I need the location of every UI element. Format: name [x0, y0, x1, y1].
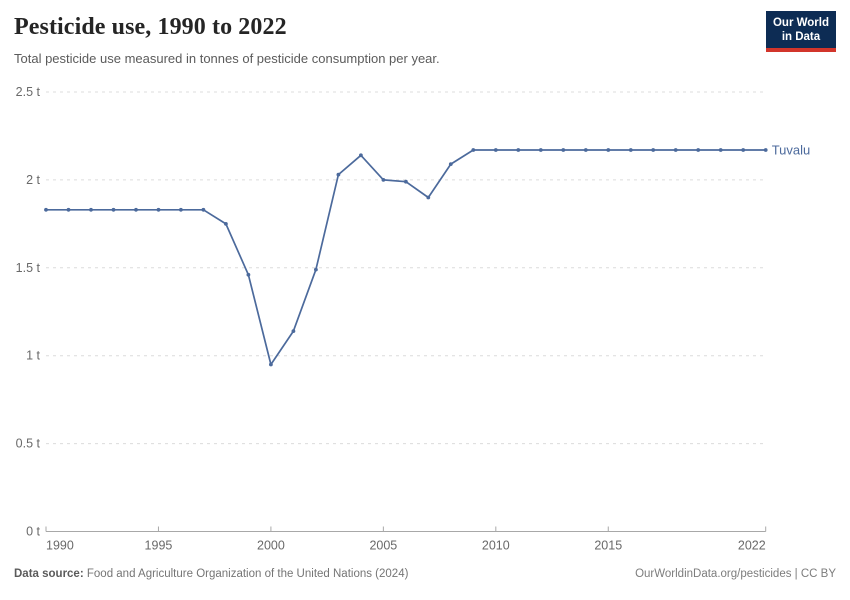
footer: Data source: Food and Agriculture Organi… [14, 568, 836, 580]
x-tick-labels: 1990 1995 2000 2005 2010 2015 2022 [46, 539, 766, 553]
owid-logo[interactable]: Our World in Data [765, 11, 836, 53]
svg-text:0.5 t: 0.5 t [16, 437, 41, 451]
svg-text:2 t: 2 t [26, 173, 40, 187]
svg-text:1995: 1995 [145, 539, 173, 553]
owid-logo-line1: Our World [772, 17, 829, 29]
svg-text:0 t: 0 t [26, 525, 40, 539]
owid-logo-line2: in Data [781, 31, 821, 44]
svg-text:2005: 2005 [369, 539, 397, 553]
svg-text:2.5 t: 2.5 t [16, 85, 41, 99]
svg-text:2010: 2010 [482, 539, 510, 553]
svg-text:2022: 2022 [738, 539, 766, 553]
svg-text:1990: 1990 [46, 539, 74, 553]
chart-subtitle: Total pesticide use measured in tonnes o… [14, 51, 440, 66]
y-gridlines [46, 91, 766, 445]
svg-text:2000: 2000 [257, 539, 285, 553]
y-tick-labels: 0 t 0.5 t 1 t 1.5 t 2 t 2.5 t [16, 85, 41, 539]
data-points-tuvalu[interactable] [44, 148, 768, 367]
data-source-text: Food and Agriculture Organization of the… [86, 568, 409, 580]
svg-text:1.5 t: 1.5 t [16, 261, 41, 275]
data-source: Data source: Food and Agriculture Organi… [14, 568, 408, 580]
chart-title: Pesticide use, 1990 to 2022 [14, 14, 287, 40]
x-axis [45, 526, 767, 532]
svg-text:2015: 2015 [594, 539, 622, 553]
data-source-label: Data source: [14, 568, 84, 580]
svg-text:1 t: 1 t [26, 349, 40, 363]
entity-label-tuvalu[interactable]: Tuvalu [772, 143, 811, 158]
line-chart[interactable]: 0 t 0.5 t 1 t 1.5 t 2 t 2.5 t 1990 1995 2000 2005… [0, 0, 850, 560]
footer-citation-link[interactable]: OurWorldinData.org/pesticides | CC BY [635, 568, 836, 580]
